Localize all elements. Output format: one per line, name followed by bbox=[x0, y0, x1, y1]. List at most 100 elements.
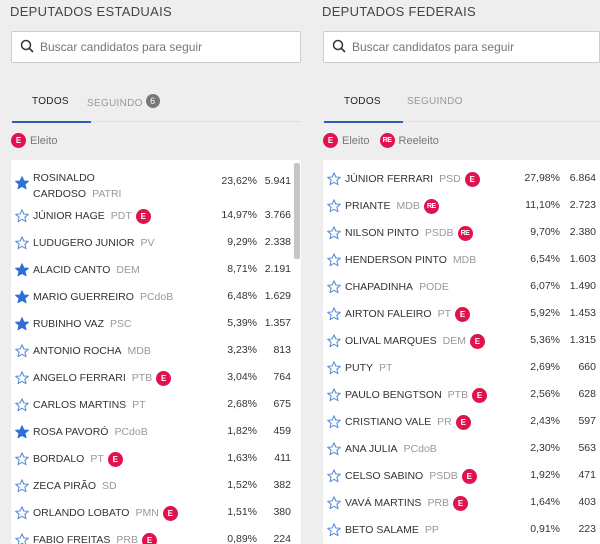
search-box[interactable] bbox=[323, 31, 600, 63]
party-label: PODE bbox=[419, 281, 449, 293]
elected-badge: E bbox=[11, 133, 26, 148]
tab-label: SEGUINDO bbox=[87, 97, 143, 109]
star-outline-icon[interactable] bbox=[327, 307, 341, 321]
vote-percentage: 9,70% bbox=[530, 226, 560, 238]
star-outline-icon[interactable] bbox=[327, 334, 341, 348]
vote-percentage: 6,48% bbox=[227, 290, 257, 302]
star-filled-icon[interactable] bbox=[15, 176, 29, 190]
star-outline-icon[interactable] bbox=[327, 172, 341, 186]
star-outline-icon[interactable] bbox=[15, 371, 29, 385]
star-outline-icon[interactable] bbox=[15, 236, 29, 250]
candidate-row[interactable]: ANTONIO ROCHA MDB 3,23% 813 bbox=[11, 338, 301, 365]
candidate-name: OLIVAL MARQUES DEM E bbox=[345, 331, 485, 351]
candidate-row[interactable]: HENDERSON PINTO MDB 6,54% 1.603 bbox=[323, 247, 600, 274]
candidate-row[interactable]: ALACID CANTO DEM 8,71% 2.191 bbox=[11, 257, 301, 284]
candidate-row[interactable]: ZECA PIRÃO SD 1,52% 382 bbox=[11, 473, 301, 500]
star-outline-icon[interactable] bbox=[327, 280, 341, 294]
candidate-row[interactable]: RUBINHO VAZ PSC 5,39% 1.357 bbox=[11, 311, 301, 338]
candidate-row[interactable]: ANA JULIA PCdoB 2,30% 563 bbox=[323, 436, 600, 463]
party-label: MDB bbox=[396, 200, 420, 212]
star-filled-icon[interactable] bbox=[15, 290, 29, 304]
candidate-name-text: NILSON PINTO bbox=[345, 227, 419, 239]
candidate-row[interactable]: JÚNIOR HAGE PDT E 14,97% 3.766 bbox=[11, 203, 301, 230]
candidate-row[interactable]: OLIVAL MARQUES DEM E 5,36% 1.315 bbox=[323, 328, 600, 355]
star-filled-icon[interactable] bbox=[15, 425, 29, 439]
candidate-name-text: BORDALO bbox=[33, 453, 85, 465]
candidate-row[interactable]: ORLANDO LOBATO PMN E 1,51% 380 bbox=[11, 500, 301, 527]
star-outline-icon[interactable] bbox=[327, 361, 341, 375]
candidate-name: HENDERSON PINTO MDB bbox=[345, 250, 476, 270]
star-outline-icon[interactable] bbox=[327, 226, 341, 240]
candidate-row[interactable]: MARIO GUERREIRO PCdoB 6,48% 1.629 bbox=[11, 284, 301, 311]
candidate-name-text: JÚNIOR FERRARI bbox=[345, 173, 434, 185]
candidate-row[interactable]: CELSO SABINO PSDB E 1,92% 471 bbox=[323, 463, 600, 490]
vote-percentage: 9,29% bbox=[227, 236, 257, 248]
tab-todos[interactable]: TODOS bbox=[324, 96, 403, 123]
party-label: DEM bbox=[442, 335, 466, 347]
candidate-row[interactable]: ANGELO FERRARI PTB E 3,04% 764 bbox=[11, 365, 301, 392]
candidate-row[interactable]: ROSA PAVORÓ PCdoB 1,82% 459 bbox=[11, 419, 301, 446]
star-outline-icon[interactable] bbox=[327, 496, 341, 510]
star-outline-icon[interactable] bbox=[15, 479, 29, 493]
tab-todos[interactable]: TODOS bbox=[12, 96, 91, 123]
party-label: PSD bbox=[439, 173, 461, 185]
star-outline-icon[interactable] bbox=[15, 506, 29, 520]
candidate-row[interactable]: BETO SALAME PP 0,91% 223 bbox=[323, 517, 600, 544]
star-outline-icon[interactable] bbox=[327, 415, 341, 429]
party-label: PT bbox=[437, 308, 451, 320]
vote-count: 597 bbox=[578, 415, 596, 427]
search-input[interactable] bbox=[352, 32, 593, 62]
star-outline-icon[interactable] bbox=[327, 388, 341, 402]
scrollbar[interactable] bbox=[294, 163, 300, 259]
reelected-badge: RE bbox=[423, 198, 439, 214]
star-outline-icon[interactable] bbox=[327, 469, 341, 483]
column-title: DEPUTADOS ESTADUAIS bbox=[10, 4, 172, 19]
star-outline-icon[interactable] bbox=[327, 199, 341, 213]
party-label: PR bbox=[437, 416, 452, 428]
star-outline-icon[interactable] bbox=[327, 442, 341, 456]
search-icon bbox=[332, 39, 346, 53]
party-label: PRB bbox=[116, 534, 138, 544]
tab-seguindo[interactable]: SEGUINDO bbox=[407, 96, 463, 122]
vote-percentage: 11,10% bbox=[525, 199, 560, 211]
candidate-row[interactable]: CHAPADINHA PODE 6,07% 1.490 bbox=[323, 274, 600, 301]
star-filled-icon[interactable] bbox=[15, 317, 29, 331]
star-outline-icon[interactable] bbox=[15, 209, 29, 223]
elected-badge: E bbox=[453, 495, 469, 511]
candidate-row[interactable]: PUTY PT 2,69% 660 bbox=[323, 355, 600, 382]
candidate-name: CARLOS MARTINS PT bbox=[33, 395, 146, 415]
elected-badge: E bbox=[469, 333, 485, 349]
candidate-row[interactable]: PRIANTE MDB RE 11,10% 2.723 bbox=[323, 193, 600, 220]
star-outline-icon[interactable] bbox=[327, 253, 341, 267]
search-box[interactable] bbox=[11, 31, 301, 63]
star-outline-icon[interactable] bbox=[15, 398, 29, 412]
vote-percentage: 2,30% bbox=[530, 442, 560, 454]
candidate-row[interactable]: CARLOS MARTINS PT 2,68% 675 bbox=[11, 392, 301, 419]
star-outline-icon[interactable] bbox=[327, 523, 341, 537]
search-input[interactable] bbox=[40, 32, 294, 62]
candidate-row[interactable]: FABIO FREITAS PRB E 0,89% 224 bbox=[11, 527, 301, 544]
star-filled-icon[interactable] bbox=[15, 263, 29, 277]
candidate-name: ALACID CANTO DEM bbox=[33, 260, 140, 280]
party-label: PTB bbox=[131, 372, 153, 384]
candidate-row[interactable]: AIRTON FALEIRO PT E 5,92% 1.453 bbox=[323, 301, 600, 328]
candidate-name: BORDALO PT E bbox=[33, 449, 123, 469]
candidate-row[interactable]: JÚNIOR FERRARI PSD E 27,98% 6.864 bbox=[323, 166, 600, 193]
candidate-row[interactable]: ROSINALDO CARDOSO PATRI 23,62% 5.941 bbox=[11, 167, 301, 203]
star-outline-icon[interactable] bbox=[15, 344, 29, 358]
candidate-name: VAVÁ MARTINS PRB E bbox=[345, 493, 469, 513]
candidate-row[interactable]: LUDUGERO JUNIOR PV 9,29% 2.338 bbox=[11, 230, 301, 257]
candidate-row[interactable]: BORDALO PT E 1,63% 411 bbox=[11, 446, 301, 473]
party-label: PTB bbox=[447, 389, 469, 401]
candidate-list: ROSINALDO CARDOSO PATRI 23,62% 5.941 JÚNIOR H… bbox=[11, 160, 301, 544]
tab-seguindo[interactable]: SEGUINDO 6 bbox=[87, 94, 160, 120]
reelected-badge: RE bbox=[457, 225, 473, 241]
candidate-row[interactable]: PAULO BENGTSON PTB E 2,56% 628 bbox=[323, 382, 600, 409]
candidate-row[interactable]: NILSON PINTO PSDB RE 9,70% 2.380 bbox=[323, 220, 600, 247]
star-outline-icon[interactable] bbox=[15, 533, 29, 544]
candidate-row[interactable]: VAVÁ MARTINS PRB E 1,64% 403 bbox=[323, 490, 600, 517]
candidate-row[interactable]: CRISTIANO VALE PR E 2,43% 597 bbox=[323, 409, 600, 436]
star-outline-icon[interactable] bbox=[15, 452, 29, 466]
vote-percentage: 14,97% bbox=[221, 209, 257, 221]
